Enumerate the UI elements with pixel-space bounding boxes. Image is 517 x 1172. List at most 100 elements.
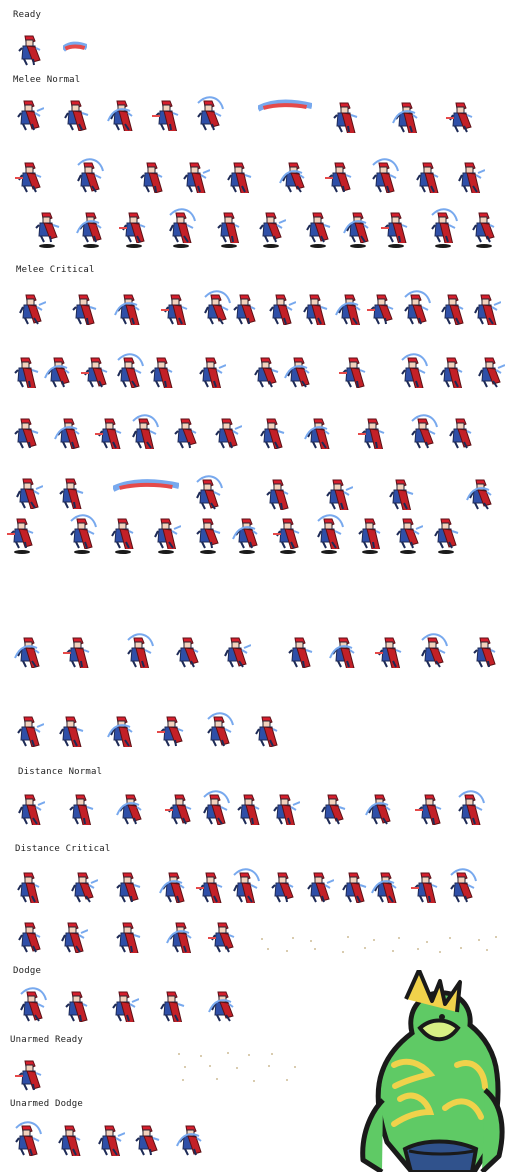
sprite-figure-icon [63,637,90,668]
sprite-figure-icon [14,418,39,449]
ground-shadow [39,244,55,248]
sprite-frame [16,287,46,325]
sprite-frame [318,787,348,825]
sprite-figure-icon [17,872,40,903]
sprite-frame [14,630,44,668]
sprite-figure-icon [114,294,140,325]
ground-shadow [263,244,279,248]
sprite-figure-icon [35,212,60,243]
sprite-figure-icon [367,294,394,325]
sprite-frame [270,787,300,825]
sprite-figure-icon [273,518,300,549]
ground-shadow [438,550,454,554]
sprite-figure-icon [269,294,296,325]
sprite-frame [165,787,195,825]
sprite-figure-icon [58,1125,81,1156]
label-melee-critical: Melee Critical [16,265,95,275]
sprite-figure-icon [199,357,226,388]
sprite-figure-icon [441,294,464,325]
ground-shadow [173,244,189,248]
sprite-figure-icon [18,794,45,825]
sprite-frame [314,511,344,549]
sprite-figure-icon [95,418,122,449]
sprite-frame [208,915,238,953]
sprite-frame [95,411,125,449]
sprite-figure-icon [224,637,251,668]
sprite-figure-icon [458,162,485,193]
ground-shadow [362,550,378,554]
sprite-frame [137,155,167,193]
sprite-frame [284,350,314,388]
sprite-frame [447,865,477,903]
sprite-frame [124,630,154,668]
sprite-figure-icon [20,987,47,1022]
ground-shadow [200,550,216,554]
large-character-art [346,970,506,1172]
large-character-art-icon [360,970,505,1172]
sprite-figure-icon [208,991,234,1022]
effect-slash [111,477,180,497]
sprite-figure-icon [329,637,355,668]
label-distance-critical: Distance Critical [15,844,111,854]
sprite-frame [7,511,37,549]
sprite-frame [14,93,44,131]
sprite-figure-icon [204,290,231,325]
sprite-frame [431,511,461,549]
sprite-figure-icon [61,922,88,953]
sprite-figure-icon [421,633,448,668]
sprite-frame [151,511,181,549]
sprite-figure-icon [107,716,133,747]
sprite-frame [67,511,97,549]
sprite-figure-icon [196,475,223,510]
sprite-figure-icon [107,100,133,131]
sprite-frame [279,155,309,193]
sprite-figure-icon [77,158,104,193]
sprite-frame [300,287,330,325]
sprite-figure-icon [401,353,428,388]
sprite-frame [15,155,45,193]
ground-shadow [310,244,326,248]
sprite-frame [107,93,137,131]
sprite-figure-icon [446,102,473,133]
sprite-figure-icon [392,102,418,133]
sprite-frame [66,787,96,825]
sprite-figure-icon [288,637,313,668]
sprite-figure-icon [166,922,192,953]
sprite-figure-icon [411,872,438,903]
sprite-figure-icon [15,1121,42,1156]
sprite-figure-icon [396,518,423,549]
sprite-figure-icon [450,868,477,903]
sprite-frame [268,865,298,903]
sprite-frame [339,865,369,903]
sprite-frame [367,287,397,325]
sprite-figure-icon [233,868,260,903]
sprite-frame [159,865,189,903]
sprite-figure-icon [326,479,353,510]
sprite-frame [81,350,111,388]
sprite-frame [475,350,505,388]
sprite-frame [119,205,149,243]
sprite-figure-icon [440,357,463,388]
placeholder-specks [258,933,517,957]
sprite-figure-icon [44,357,70,388]
sprite-figure-icon [183,162,210,193]
sprite-frame [325,155,355,193]
sprite-figure-icon [365,794,391,825]
sprite-frame [428,205,458,243]
sprite-figure-icon [306,212,331,243]
ground-shadow [239,550,255,554]
sprite-frame [12,1118,42,1156]
effect-slash [60,40,89,54]
ground-shadow [476,244,492,248]
sprite-frame [109,984,139,1022]
effect-slash [256,98,313,116]
sprite-frame [234,787,264,825]
sprite-frame [392,95,422,133]
sprite-frame [398,350,428,388]
sprite-figure-icon [466,479,492,510]
placeholder-specks-2 [176,1049,326,1085]
sprite-figure-icon [17,716,44,747]
label-dodge: Dodge [13,966,42,976]
effect-slash-icon [256,99,313,112]
